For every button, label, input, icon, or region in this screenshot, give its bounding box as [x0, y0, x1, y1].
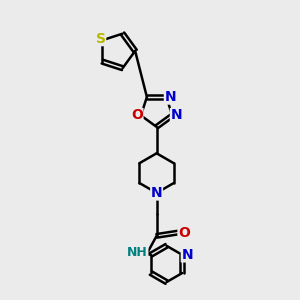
Text: N: N	[182, 248, 193, 262]
Text: N: N	[151, 186, 162, 200]
Text: N: N	[170, 109, 182, 122]
Text: N: N	[164, 90, 176, 104]
Text: S: S	[96, 32, 106, 46]
Text: O: O	[178, 226, 190, 240]
Text: O: O	[131, 109, 143, 122]
Text: NH: NH	[127, 246, 148, 259]
